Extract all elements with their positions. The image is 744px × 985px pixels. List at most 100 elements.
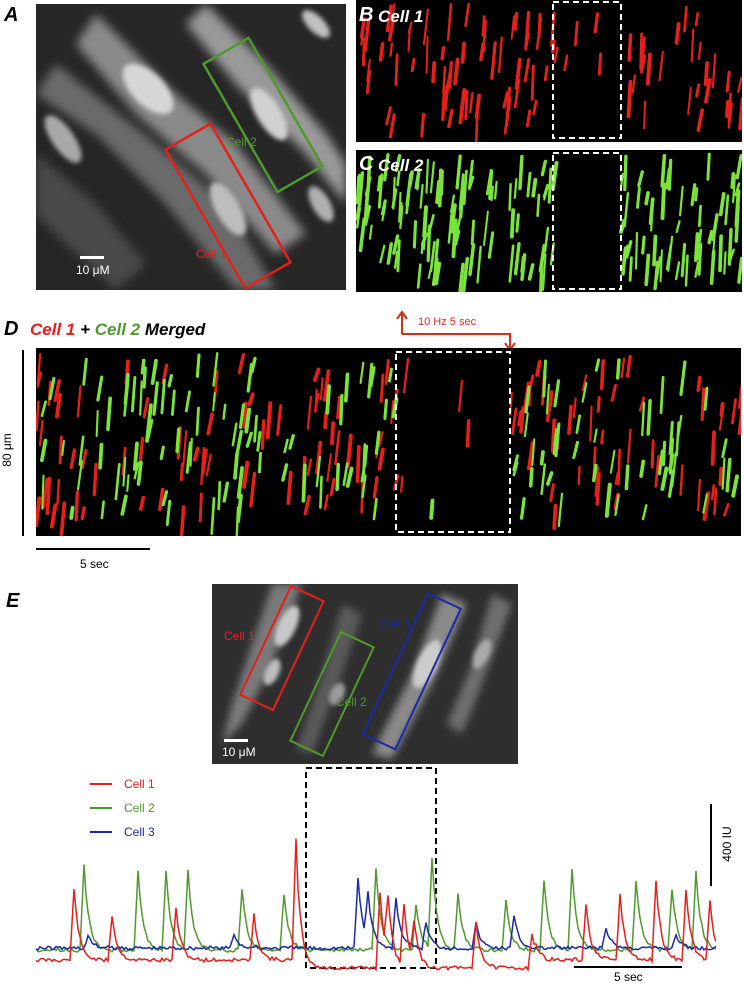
cell2-event-streak xyxy=(175,427,181,454)
cell1-event-streak xyxy=(139,495,146,511)
cell2-event-streak xyxy=(419,183,424,209)
cell2-event-streak xyxy=(244,407,252,434)
cell1-event-streak xyxy=(326,453,332,482)
cell2-event-streak xyxy=(650,206,654,232)
cell2-event-streak xyxy=(391,188,398,209)
legend-swatch xyxy=(90,807,112,809)
cell1-event-streak xyxy=(690,28,695,63)
cell1-event-streak xyxy=(69,448,77,469)
legend-label: Cell 3 xyxy=(124,825,155,839)
cell2-event-streak xyxy=(536,193,541,218)
cell2-event-streak xyxy=(553,379,561,408)
cell2-event-streak xyxy=(357,171,365,207)
y-scale-label: 400 IU xyxy=(720,826,734,862)
cell1-event-streak xyxy=(537,12,542,39)
cell1-event-streak xyxy=(511,407,518,436)
cell1-event-streak xyxy=(441,89,447,122)
cell2-event-streak xyxy=(369,366,376,388)
cell2-event-streak xyxy=(680,242,687,277)
cell1-event-streak xyxy=(550,418,557,453)
cell1-event-streak xyxy=(479,42,485,62)
cell2-event-streak xyxy=(368,224,373,240)
cell2-event-streak xyxy=(40,400,47,418)
cell1-event-streak xyxy=(523,58,531,83)
cell2-event-streak xyxy=(133,461,140,480)
cell2-event-streak xyxy=(356,199,362,221)
time-scale-label: 5 sec xyxy=(614,970,643,984)
panel-b-title: Cell 1 xyxy=(378,7,424,26)
cell2-event-streak xyxy=(646,398,652,436)
panel-d-title: Cell 1 + Cell 2 Merged xyxy=(30,320,205,340)
cell2-event-streak xyxy=(161,490,169,507)
cell2-event-streak xyxy=(621,246,628,276)
cell2-event-streak xyxy=(675,421,680,457)
cell2-event-streak xyxy=(528,467,534,488)
cell2-event-streak xyxy=(236,466,244,499)
cell2-event-streak xyxy=(393,250,399,269)
cell2-event-streak xyxy=(718,234,723,273)
cell1-event-streak xyxy=(597,52,603,76)
cell2-event-streak xyxy=(120,494,128,516)
cell2-event-streak xyxy=(343,372,350,403)
cell1-event-streak xyxy=(56,478,61,506)
cell1-event-streak xyxy=(372,476,379,499)
cell1-event-streak xyxy=(458,379,463,413)
cell2-event-streak xyxy=(76,460,83,491)
cell1-event-streak xyxy=(182,430,188,467)
cell1-event-streak xyxy=(645,52,652,86)
cell2-event-streak xyxy=(256,431,262,452)
cell2-event-streak xyxy=(693,232,700,263)
cell1-event-streak xyxy=(723,502,730,517)
cell2-event-streak xyxy=(170,389,176,416)
cell1-event-streak xyxy=(572,397,577,419)
cell1-event-streak xyxy=(700,387,706,422)
cell2-event-streak xyxy=(731,474,739,498)
cell2-event-streak xyxy=(212,392,216,412)
cell1-event-streak xyxy=(679,464,684,496)
cell2-event-streak xyxy=(222,403,227,420)
cell2-event-streak xyxy=(440,169,444,196)
cell1-event-streak xyxy=(355,444,361,484)
cell1-event-streak xyxy=(545,397,553,422)
cell1-event-streak xyxy=(718,413,724,431)
cell1-event-streak xyxy=(594,466,600,498)
cell2-event-streak xyxy=(637,170,644,188)
cell1-event-streak xyxy=(388,113,396,139)
cell2-event-streak xyxy=(398,202,403,216)
cell1-event-streak xyxy=(718,466,724,486)
cell2-event-streak xyxy=(697,242,703,276)
cell1-event-streak xyxy=(431,61,437,84)
trace-cell1 xyxy=(36,838,716,972)
legend-swatch xyxy=(90,783,112,785)
cell1-event-streak xyxy=(422,8,429,46)
cell1-event-streak xyxy=(247,392,255,407)
cell2-event-streak xyxy=(718,192,726,217)
cell2-event-streak xyxy=(152,381,159,416)
cell2-event-streak xyxy=(467,159,474,191)
cell2-event-streak xyxy=(512,461,519,477)
cell2-event-streak xyxy=(437,168,443,208)
cell2-event-streak xyxy=(615,358,621,380)
cell2-event-streak xyxy=(429,214,435,230)
cell2-event-streak xyxy=(96,375,104,402)
cell2-event-streak xyxy=(520,255,525,273)
cell2-event-streak xyxy=(363,444,369,468)
cell2-event-streak xyxy=(231,422,238,447)
cell2-event-streak xyxy=(641,235,646,255)
cell1-event-streak xyxy=(142,397,150,419)
cell2-event-streak xyxy=(455,154,462,190)
cell2-event-streak xyxy=(427,260,434,280)
cell1-event-streak xyxy=(528,374,535,389)
cell1-event-streak xyxy=(711,53,717,88)
cell2-event-streak xyxy=(659,249,663,283)
cell2-event-streak xyxy=(724,194,730,226)
cell2-event-streak xyxy=(451,218,458,259)
cell1-event-streak xyxy=(465,419,471,448)
cell1-event-streak xyxy=(458,87,467,125)
cell2-event-streak xyxy=(488,169,494,200)
cell1-event-streak xyxy=(329,477,336,497)
cell2-event-streak xyxy=(721,457,726,490)
cell2-event-streak xyxy=(641,401,646,437)
cell2-event-streak xyxy=(513,242,521,276)
legend-item-cell2: Cell 2 xyxy=(90,796,155,820)
